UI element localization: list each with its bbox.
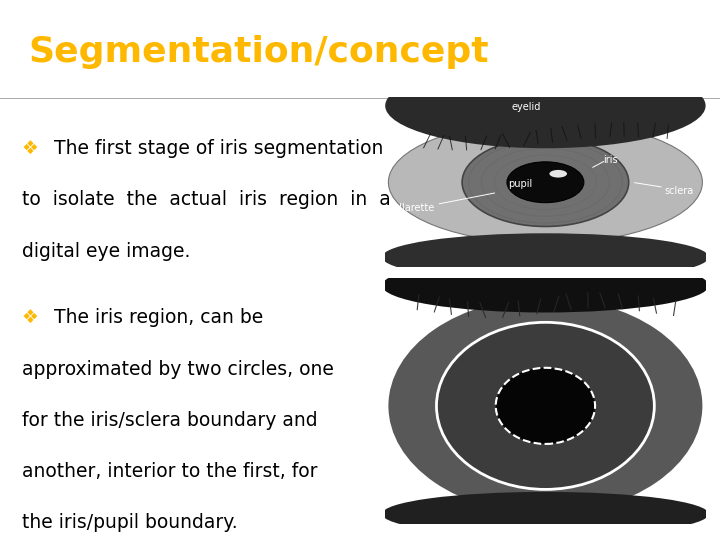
Text: eyelid: eyelid [511, 102, 541, 112]
Ellipse shape [382, 259, 708, 313]
Circle shape [462, 138, 629, 226]
Circle shape [496, 368, 595, 444]
Text: pupil: pupil [508, 179, 532, 189]
Text: Segmentation/concept: Segmentation/concept [29, 35, 490, 69]
Text: approximated by two circles, one: approximated by two circles, one [22, 360, 333, 379]
Text: to  isolate  the  actual  iris  region  in  a: to isolate the actual iris region in a [22, 190, 390, 210]
Ellipse shape [388, 298, 703, 514]
Text: the iris/pupil boundary.: the iris/pupil boundary. [22, 513, 237, 532]
Ellipse shape [549, 170, 567, 178]
Circle shape [436, 322, 654, 489]
Text: another, interior to the first, for: another, interior to the first, for [22, 462, 317, 481]
Text: ❖: ❖ [22, 139, 38, 158]
Text: digital eye image.: digital eye image. [22, 241, 190, 260]
Text: ❖: ❖ [22, 308, 38, 327]
Text: The first stage of iris segmentation: The first stage of iris segmentation [54, 139, 383, 158]
Ellipse shape [385, 63, 706, 148]
Circle shape [507, 162, 584, 202]
Text: iris: iris [603, 155, 618, 165]
Text: collarette: collarette [388, 202, 435, 213]
Text: for the iris/sclera boundary and: for the iris/sclera boundary and [22, 411, 318, 430]
Ellipse shape [382, 233, 708, 281]
Ellipse shape [388, 121, 703, 244]
Ellipse shape [382, 492, 708, 536]
Text: The iris region, can be: The iris region, can be [54, 308, 264, 327]
Text: sclera: sclera [664, 186, 693, 196]
